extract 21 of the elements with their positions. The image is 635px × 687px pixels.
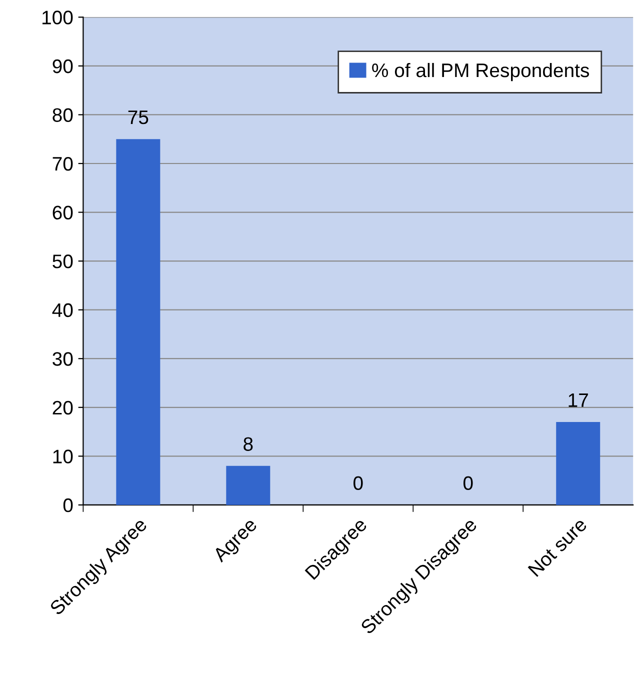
x-tick-label: Not sure xyxy=(528,517,588,577)
y-tick-label: 100 xyxy=(42,10,73,24)
bar xyxy=(226,466,270,505)
y-tick-label: 60 xyxy=(52,206,73,220)
y-tick-label: 10 xyxy=(53,450,73,464)
data-label: 8 xyxy=(244,437,253,451)
data-label: 75 xyxy=(128,110,148,124)
data-label: 0 xyxy=(463,476,473,490)
y-tick-label: 70 xyxy=(52,156,73,171)
y-tick-label: 20 xyxy=(52,400,73,415)
data-label: 17 xyxy=(568,394,588,407)
bar xyxy=(556,422,600,505)
bar xyxy=(116,139,160,505)
y-tick-label: 80 xyxy=(52,108,73,122)
y-tick-label: 40 xyxy=(52,303,73,318)
y-tick-label: 0 xyxy=(63,498,73,512)
y-tick-label: 30 xyxy=(52,352,73,366)
data-label: 0 xyxy=(353,476,363,490)
y-tick-label: 90 xyxy=(52,59,73,74)
y-tick-label: 50 xyxy=(52,254,73,268)
legend-label: % of all PM Respondents xyxy=(372,62,590,82)
